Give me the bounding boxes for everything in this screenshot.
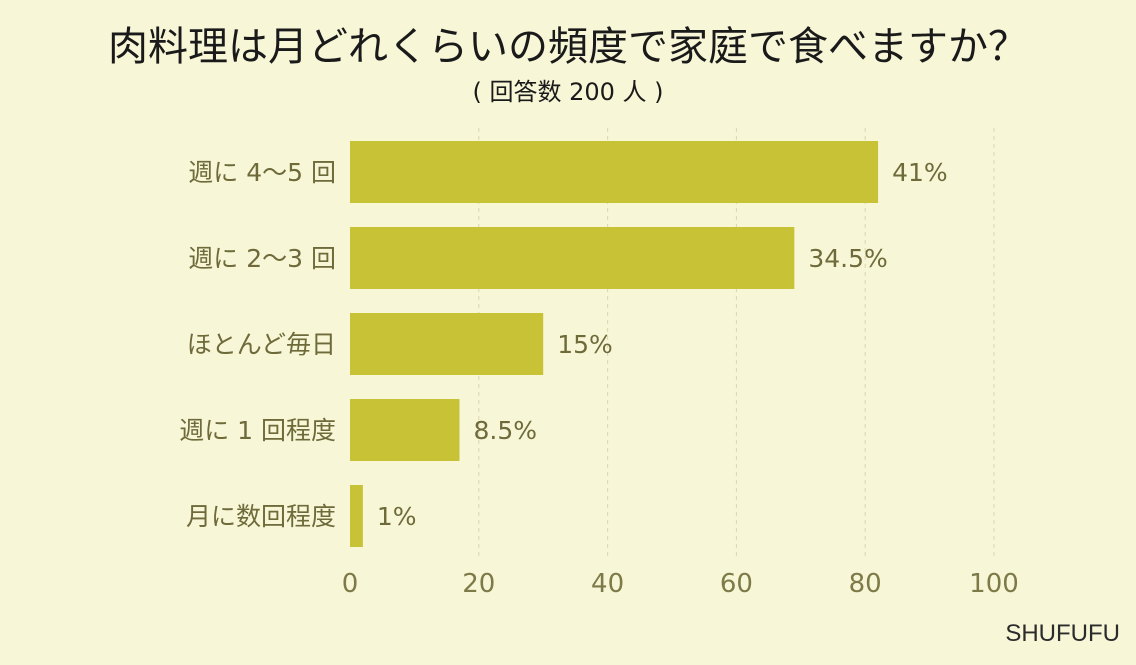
bar-3 [350, 399, 460, 461]
x-tick-label-40: 40 [591, 569, 624, 599]
chart-title: 肉料理は月どれくらいの頻度で家庭で食べますか？ [108, 24, 1028, 70]
x-tick-label-80: 80 [849, 569, 882, 599]
category-label-1: 週に 2～3 回 [188, 244, 336, 273]
category-label-2: ほとんど毎日 [187, 330, 336, 359]
value-label-0: 41% [892, 158, 948, 187]
x-tick-label-20: 20 [462, 569, 495, 599]
x-tick-label-100: 100 [969, 569, 1019, 599]
x-tick-label-0: 0 [342, 569, 359, 599]
value-label-2: 15% [557, 330, 613, 359]
brand-watermark: SHUFUFU [1005, 620, 1120, 647]
bar-2 [350, 313, 544, 375]
value-label-4: 1% [377, 502, 417, 531]
x-tick-label-60: 60 [720, 569, 753, 599]
value-label-1: 34.5% [808, 244, 887, 273]
category-label-4: 月に数回程度 [186, 502, 336, 531]
bar-0 [350, 141, 879, 203]
value-label-3: 8.5% [473, 416, 537, 445]
category-label-0: 週に 4～5 回 [188, 158, 336, 187]
chart-subtitle: ( 回答数 200 人 ) [472, 78, 664, 106]
category-label-3: 週に 1 回程度 [179, 416, 336, 445]
bar-4 [350, 485, 363, 547]
bar-1 [350, 227, 795, 289]
